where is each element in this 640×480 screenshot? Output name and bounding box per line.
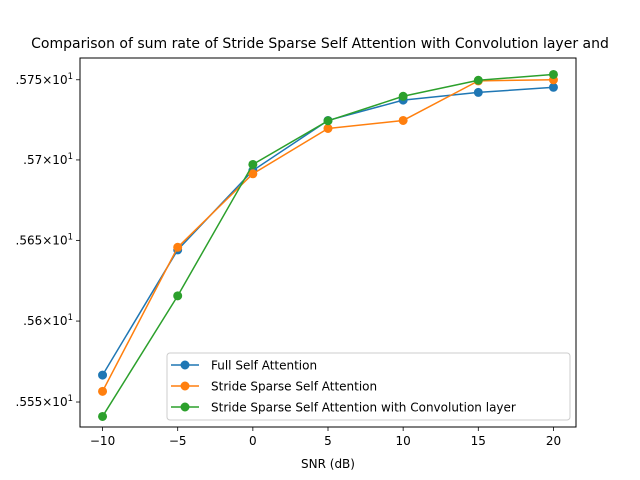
x-tick-label: −10 <box>90 434 115 448</box>
series-2-point <box>398 115 408 125</box>
legend-label: Stride Sparse Self Attention with Convol… <box>211 401 516 415</box>
series-3-point <box>548 69 558 79</box>
x-tick-label: 5 <box>324 434 332 448</box>
legend-box <box>166 352 571 421</box>
y-tick-label: .575×101 <box>16 72 73 87</box>
x-tick-label: −5 <box>169 434 187 448</box>
legend-swatch-marker <box>180 381 190 391</box>
y-tick-label: .57×101 <box>23 152 73 167</box>
x-tick-label: 10 <box>396 434 411 448</box>
series-2-point <box>98 386 108 396</box>
x-tick-label: 0 <box>249 434 257 448</box>
legend-label: Full Self Attention <box>211 359 317 373</box>
series-3-point <box>473 75 483 85</box>
y-axis: .555×101 .56×101 .565×101 .57×101 .575×101 <box>16 72 80 409</box>
series-3-point <box>248 159 258 169</box>
series-2-point <box>248 169 258 179</box>
x-tick-label: 20 <box>546 434 561 448</box>
x-tick-label: 15 <box>471 434 486 448</box>
series-3-point <box>398 91 408 101</box>
legend: Full Self Attention Stride Sparse Self At… <box>166 352 571 421</box>
series-2-point <box>173 242 183 252</box>
legend-swatch-marker <box>180 402 190 412</box>
y-tick-label: .565×101 <box>16 232 73 247</box>
series-2-point <box>323 123 333 133</box>
series-3-point <box>98 411 108 421</box>
x-axis: −10 −5 0 5 10 15 20 <box>90 427 561 448</box>
y-tick-label: .56×101 <box>23 313 73 328</box>
series-3-point <box>173 291 183 301</box>
chart-title: Comparison of sum rate of Stride Sparse … <box>31 36 609 52</box>
series-3-point <box>323 116 333 126</box>
y-tick-label: .555×101 <box>16 394 73 409</box>
x-axis-label: SNR (dB) <box>301 457 355 471</box>
legend-label: Stride Sparse Self Attention <box>211 380 377 394</box>
legend-swatch-marker <box>180 360 190 370</box>
series-layer <box>98 69 558 421</box>
series-1-point <box>98 370 108 380</box>
series-1-point <box>548 82 558 92</box>
series-1-point <box>473 87 483 97</box>
